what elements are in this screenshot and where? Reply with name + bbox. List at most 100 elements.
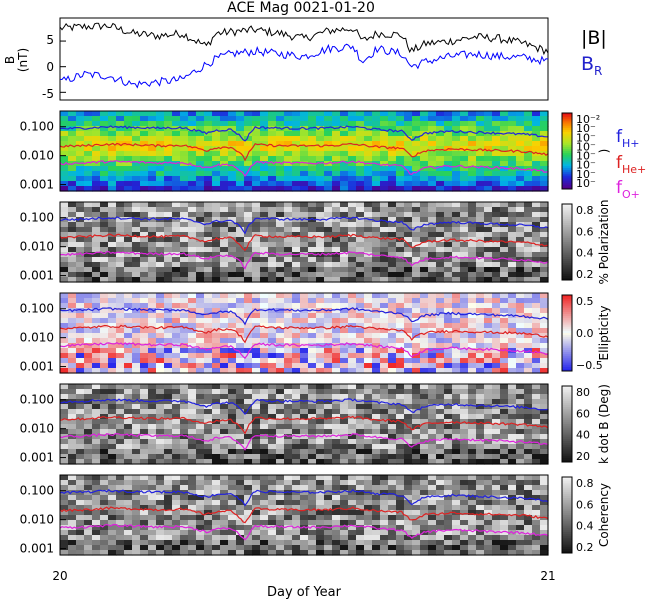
spectrogram-cell xyxy=(468,439,477,445)
spectrogram-cell xyxy=(348,212,357,218)
spectrogram-cell xyxy=(348,242,357,248)
spectrogram-cell xyxy=(412,166,421,172)
spectrogram-cell xyxy=(300,449,309,455)
spectrogram-cell xyxy=(476,353,485,359)
spectrogram-cell xyxy=(204,146,213,152)
spectrogram-cell xyxy=(308,530,317,536)
spectrogram-cell xyxy=(436,439,445,445)
ytick-label: 0.001 xyxy=(20,360,54,374)
spectrogram-cell xyxy=(532,399,541,405)
spectrogram-cell xyxy=(340,399,349,405)
spectrogram-cell xyxy=(420,399,429,405)
spectrogram-cell xyxy=(508,116,517,122)
spectrogram-cell xyxy=(220,252,229,258)
spectrogram-cell xyxy=(308,146,317,152)
spectrogram-cell xyxy=(428,505,437,511)
spectrogram-cell xyxy=(100,520,109,526)
spectrogram-cell xyxy=(348,217,357,223)
spectrogram-cell xyxy=(372,111,381,117)
spectrogram-cell xyxy=(156,272,165,278)
spectrogram-cell xyxy=(244,384,253,390)
spectrogram-cell xyxy=(404,298,413,304)
spectrogram-cell xyxy=(428,186,437,192)
spectrogram-cell xyxy=(204,176,213,182)
spectrogram-cell xyxy=(148,136,157,142)
spectrogram-cell xyxy=(140,318,149,324)
spectrogram-cell xyxy=(108,272,117,278)
spectrogram-cell xyxy=(100,166,109,172)
spectrogram-cell xyxy=(148,475,157,481)
spectrogram-cell xyxy=(388,424,397,430)
spectrogram-cell xyxy=(436,459,445,465)
spectrogram-cell xyxy=(148,176,157,182)
mag-panel: B (nT) 5 0 -5 |B| BR xyxy=(3,17,607,101)
spectrogram-cell xyxy=(484,146,493,152)
spectrogram-cell xyxy=(412,136,421,142)
spectrogram-cell xyxy=(244,146,253,152)
spectrogram-cell xyxy=(196,338,205,344)
spectrogram-cell xyxy=(244,323,253,329)
spectrogram-cell xyxy=(324,111,333,117)
spectrogram-cell xyxy=(140,480,149,486)
spectrogram-cell xyxy=(196,277,205,283)
spectrogram-cell xyxy=(444,419,453,425)
spectrogram-cell xyxy=(476,227,485,233)
spectrogram-cell xyxy=(164,171,173,177)
spectrogram-cell xyxy=(100,404,109,410)
spectrogram-cell xyxy=(324,439,333,445)
spectrogram-cell xyxy=(220,318,229,324)
spectrogram-cell xyxy=(444,328,453,334)
spectrogram-cell xyxy=(404,444,413,450)
spectrogram-cell xyxy=(404,545,413,551)
spectrogram-cell xyxy=(484,434,493,440)
spectrogram-cell xyxy=(468,176,477,182)
colorbar-cell xyxy=(562,162,572,165)
spectrogram-cell xyxy=(156,490,165,496)
spectrogram-cell xyxy=(436,485,445,491)
spectrogram-cell xyxy=(108,207,117,213)
spectrogram-cell xyxy=(380,323,389,329)
spectrogram-cell xyxy=(236,146,245,152)
spectrogram-cell xyxy=(356,232,365,238)
spectrogram-cell xyxy=(412,384,421,390)
spectrogram-cell xyxy=(260,530,269,536)
spectrogram-cell xyxy=(452,212,461,218)
spectrogram-cell xyxy=(396,176,405,182)
spectrogram-cell xyxy=(308,126,317,132)
colorbar-cell xyxy=(562,340,572,343)
spectrogram-cell xyxy=(388,449,397,455)
spectrogram-cell xyxy=(324,384,333,390)
spectrogram-cell xyxy=(340,328,349,334)
spectrogram-cell xyxy=(460,348,469,354)
spectrogram-cell xyxy=(116,348,125,354)
spectrogram-cell xyxy=(140,242,149,248)
colorbar-cell xyxy=(562,399,572,402)
spectrogram-cell xyxy=(540,399,549,405)
spectrogram-cell xyxy=(348,156,357,162)
spectrogram-cell xyxy=(84,247,93,253)
spectrogram-cell xyxy=(92,252,101,258)
spectrogram-cell xyxy=(268,338,277,344)
spectrogram-cell xyxy=(380,333,389,339)
spectrogram-cell xyxy=(444,495,453,501)
spectrogram-cell xyxy=(516,272,525,278)
spectrogram-cell xyxy=(364,242,373,248)
spectrogram-cell xyxy=(212,318,221,324)
spectrogram-cell xyxy=(228,247,237,253)
spectrogram-cell xyxy=(92,475,101,481)
spectrogram-cell xyxy=(124,550,133,556)
spectrogram-cell xyxy=(60,272,69,278)
spectrogram-cell xyxy=(116,272,125,278)
spectrogram-cell xyxy=(420,490,429,496)
spectrogram-cell xyxy=(524,146,533,152)
spectrogram-cell xyxy=(468,510,477,516)
spectrogram-cell xyxy=(228,550,237,556)
spectrogram-cell xyxy=(404,181,413,187)
spectrogram-cell xyxy=(356,272,365,278)
spectrogram-cell xyxy=(92,227,101,233)
spectrogram-cell xyxy=(108,358,117,364)
spectrogram-cell xyxy=(508,424,517,430)
spectrogram-cell xyxy=(524,368,533,374)
spectrogram-cell xyxy=(468,449,477,455)
spectrogram-cell xyxy=(212,540,221,546)
